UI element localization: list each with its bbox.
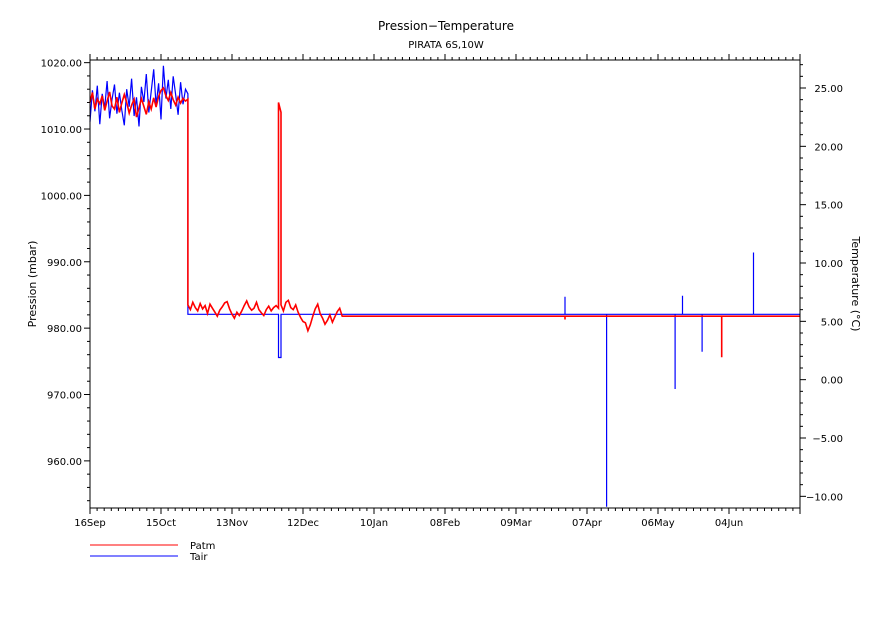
- y-right-tick-label: 0.00: [821, 376, 843, 387]
- y-right-tick-label: 20.00: [814, 142, 843, 153]
- y-left-tick-label: 1010.00: [41, 125, 82, 136]
- y-right-tick-label: 5.00: [821, 317, 843, 328]
- y-left-label: Pression (mbar): [26, 241, 39, 328]
- chart-title: Pression−Temperature: [378, 19, 514, 33]
- y-right-tick-label: 15.00: [814, 201, 843, 212]
- x-tick-label: 10Jan: [360, 518, 388, 529]
- y-left-tick-label: 980.00: [47, 324, 82, 335]
- y-left-tick-label: 1000.00: [41, 191, 82, 202]
- chart-subtitle: PIRATA 6S,10W: [408, 40, 484, 51]
- x-tick-label: 06May: [641, 518, 674, 529]
- y-right-tick-label: −10.00: [806, 492, 843, 503]
- x-tick-label: 12Dec: [287, 518, 319, 529]
- x-tick-label: 13Nov: [216, 518, 248, 529]
- series-layer: [90, 66, 800, 507]
- y-left-tick-label: 970.00: [47, 391, 82, 402]
- x-tick-label: 04Jun: [715, 518, 743, 529]
- y-right-tick-label: −5.00: [812, 434, 843, 445]
- y-left-tick-label: 990.00: [47, 258, 82, 269]
- y-left-tick-label: 1020.00: [41, 59, 82, 70]
- y-left-tick-label: 960.00: [47, 457, 82, 468]
- x-tick-label: 07Apr: [572, 518, 603, 529]
- x-tick-label: 15Oct: [146, 518, 176, 529]
- y-right-tick-label: 25.00: [814, 84, 843, 95]
- legend: Patm Tair: [90, 541, 215, 563]
- axis-ticks: [84, 54, 806, 514]
- series-line-tair: [90, 66, 800, 507]
- x-tick-label: 09Mar: [500, 518, 532, 529]
- legend-label-tair: Tair: [189, 552, 208, 563]
- x-tick-label: 08Feb: [430, 518, 460, 529]
- y-right-label: Temperature (°C): [849, 236, 862, 332]
- plot-frame: [90, 60, 800, 508]
- legend-label-patm: Patm: [190, 541, 215, 552]
- tick-labels: 16Sep 15Oct 13Nov 12Dec 10Jan 08Feb 09Mar 07Apr…: [41, 59, 843, 529]
- y-right-tick-label: 10.00: [814, 259, 843, 270]
- x-tick-label: 16Sep: [74, 518, 106, 529]
- series-line-patm: [90, 88, 800, 357]
